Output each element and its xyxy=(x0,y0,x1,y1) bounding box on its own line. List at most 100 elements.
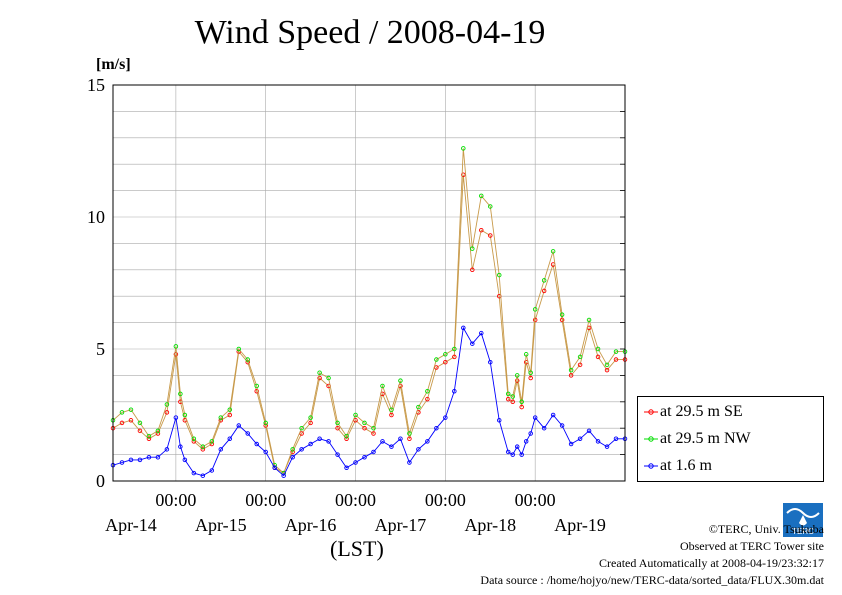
data-point-se xyxy=(443,359,448,365)
data-point-nw xyxy=(559,312,565,317)
data-point-low xyxy=(416,447,421,452)
x-day-label: Apr-17 xyxy=(375,515,427,535)
data-point-se xyxy=(613,357,619,362)
data-point-low xyxy=(425,439,430,444)
x-time-label: 00:00 xyxy=(425,490,466,510)
y-axis-unit-label: [m/s] xyxy=(96,56,131,73)
y-tick-labels: 0 5 10 15 xyxy=(87,75,105,491)
data-point-nw xyxy=(236,346,242,352)
data-point-se xyxy=(119,420,125,426)
data-point-se xyxy=(452,354,457,360)
legend-marker-nw xyxy=(644,436,658,442)
data-point-nw xyxy=(335,420,340,426)
data-point-low xyxy=(532,415,538,420)
data-point-se xyxy=(146,436,152,442)
data-point-nw xyxy=(613,349,619,354)
data-point-low xyxy=(389,444,394,449)
y-tick-label: 10 xyxy=(87,207,105,227)
source-text: Data source : /home/hojyo/new/TERC-data/… xyxy=(480,573,824,587)
data-point-low xyxy=(178,444,183,449)
x-time-label: 00:00 xyxy=(515,490,556,510)
data-point-nw xyxy=(550,249,556,254)
data-point-se xyxy=(254,388,259,394)
data-point-nw xyxy=(496,272,502,278)
data-point-low xyxy=(443,415,448,420)
series-nw xyxy=(110,146,628,476)
data-point-se xyxy=(577,362,583,368)
data-point-se xyxy=(227,412,233,418)
data-point-nw xyxy=(577,354,583,360)
data-point-low xyxy=(479,330,484,336)
data-point-low xyxy=(209,468,215,473)
data-point-low xyxy=(510,452,515,457)
data-point-low xyxy=(613,436,619,442)
y-tick-label: 15 xyxy=(87,75,105,95)
series-line-nw xyxy=(112,148,625,474)
x-time-label: 00:00 xyxy=(245,490,286,510)
x-day-label: Apr-16 xyxy=(285,515,337,535)
x-day-label: Apr-15 xyxy=(195,515,247,535)
data-point-nw xyxy=(299,425,304,431)
series-se xyxy=(110,172,628,476)
data-point-nw xyxy=(146,433,152,439)
data-point-se xyxy=(595,354,601,360)
data-point-low xyxy=(254,441,259,447)
data-point-low xyxy=(541,425,547,431)
data-point-se xyxy=(461,172,466,178)
data-point-low xyxy=(568,441,574,447)
data-point-nw xyxy=(128,407,134,412)
data-point-nw xyxy=(353,412,358,418)
data-point-low xyxy=(173,415,179,420)
data-point-low xyxy=(550,412,556,418)
data-point-nw xyxy=(532,307,538,312)
x-time-label: 00:00 xyxy=(155,490,196,510)
x-time-label: 00:00 xyxy=(335,490,376,510)
data-point-nw xyxy=(452,346,457,352)
data-point-low xyxy=(281,473,286,478)
data-point-low xyxy=(326,439,331,444)
data-point-nw xyxy=(479,193,484,199)
svg-text:TERC: TERC xyxy=(792,527,814,536)
data-point-se xyxy=(604,367,610,373)
data-point-low xyxy=(317,436,322,442)
data-point-low xyxy=(227,436,233,442)
data-point-nw xyxy=(528,370,533,376)
data-point-low xyxy=(290,454,295,460)
data-point-low xyxy=(155,454,161,460)
data-point-se xyxy=(470,267,475,273)
data-point-low xyxy=(461,325,466,331)
data-point-low xyxy=(398,436,403,442)
y-tick-label: 0 xyxy=(96,471,105,491)
data-point-low xyxy=(146,454,152,460)
data-point-low xyxy=(586,428,592,434)
series-group xyxy=(110,146,628,478)
data-point-low xyxy=(191,470,197,476)
data-point-se xyxy=(505,396,511,402)
data-point-nw xyxy=(191,436,197,442)
legend: at 29.5 m SE at 29.5 m NW at 1.6 m xyxy=(637,396,824,482)
data-point-low xyxy=(308,441,313,447)
terc-logo: TERC xyxy=(783,503,823,537)
data-point-nw xyxy=(245,357,250,362)
data-point-nw xyxy=(155,428,161,434)
data-point-nw xyxy=(308,415,313,420)
data-point-se xyxy=(532,317,538,323)
plot-frame xyxy=(112,84,626,482)
data-point-low xyxy=(335,452,340,457)
data-point-low xyxy=(263,449,268,455)
data-point-se xyxy=(479,227,484,233)
legend-item-se: at 29.5 m SE xyxy=(638,400,823,426)
data-point-low xyxy=(164,447,170,452)
data-point-low xyxy=(119,460,125,465)
x-day-label: Apr-14 xyxy=(105,515,157,535)
data-point-nw xyxy=(371,425,376,431)
data-point-se xyxy=(128,418,134,423)
data-point-nw xyxy=(604,362,610,368)
data-point-nw xyxy=(488,204,493,209)
data-point-se xyxy=(371,431,376,436)
y-tick-label: 5 xyxy=(96,339,105,359)
chart-title: Wind Speed / 2008-04-19 xyxy=(194,14,546,51)
data-point-nw xyxy=(200,444,206,449)
data-point-low xyxy=(380,439,385,444)
